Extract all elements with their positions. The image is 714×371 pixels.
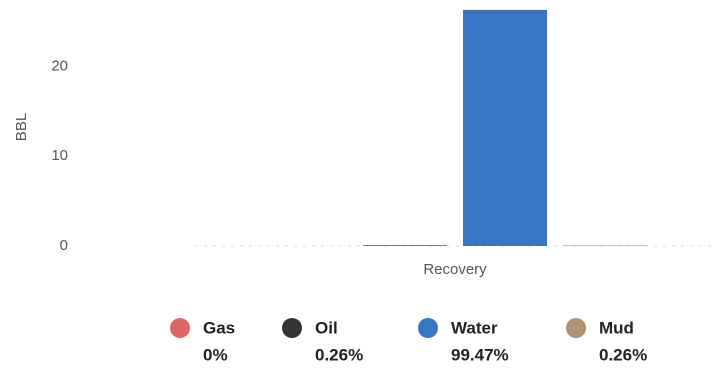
legend-share: 99.47% (451, 345, 509, 364)
legend-share: 0.26% (315, 345, 363, 364)
y-axis-label: BBL (13, 113, 30, 141)
legend-marker (418, 318, 438, 338)
y-tick-label: 0 (60, 237, 68, 254)
y-tick-label: 10 (51, 147, 68, 164)
legend-label: Mud (599, 318, 634, 337)
bar (563, 245, 647, 246)
y-tick-label: 20 (51, 57, 68, 74)
bar (463, 9, 547, 247)
bar (363, 245, 447, 246)
legend-marker (170, 318, 190, 338)
legend-label: Gas (203, 318, 235, 337)
legend-marker (282, 318, 302, 338)
legend-label: Oil (315, 318, 338, 337)
legend-share: 0% (203, 345, 228, 364)
x-tick-label: Recovery (423, 261, 487, 278)
legend-marker (566, 318, 586, 338)
legend-share: 0.26% (599, 345, 647, 364)
legend-label: Water (451, 318, 498, 337)
